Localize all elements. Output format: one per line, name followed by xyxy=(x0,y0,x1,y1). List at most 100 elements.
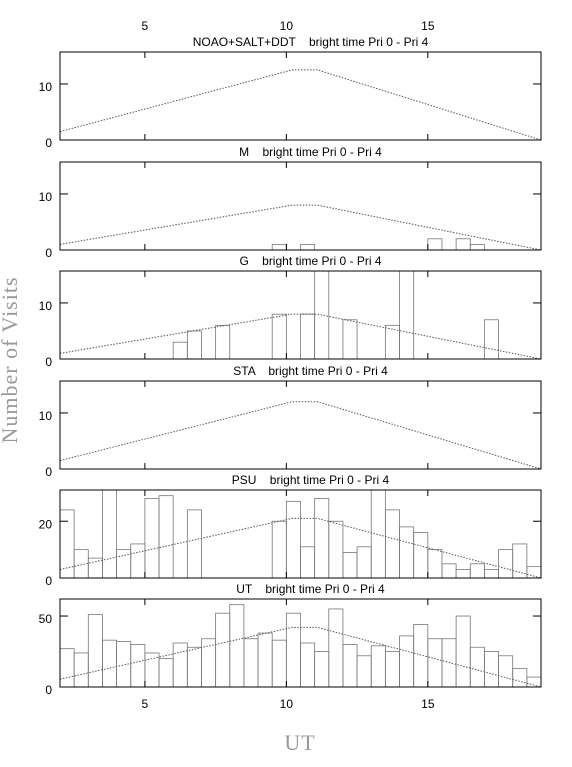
histogram-bar xyxy=(370,645,386,687)
histogram-bar xyxy=(186,509,202,578)
histogram-bar xyxy=(172,642,188,687)
histogram-bar xyxy=(130,644,146,687)
histogram-bar xyxy=(271,639,287,687)
histogram-bar xyxy=(300,546,316,578)
histogram-bar xyxy=(314,651,330,687)
x-axis-label: UT xyxy=(284,730,315,755)
histogram-bar xyxy=(102,490,117,578)
y-tick-label: 0 xyxy=(45,683,52,697)
y-tick-label: 10 xyxy=(39,80,53,94)
histogram-bar xyxy=(300,642,316,687)
histogram-bar xyxy=(399,526,415,578)
panel xyxy=(60,490,541,578)
histogram-bar xyxy=(512,668,528,687)
panel xyxy=(60,401,541,469)
histogram-bar xyxy=(427,549,443,578)
histogram-bar xyxy=(186,646,202,687)
histogram-bar xyxy=(469,563,485,578)
histogram-bar xyxy=(328,608,344,687)
y-tick-label: 10 xyxy=(39,299,53,313)
y-tick-label: 50 xyxy=(39,612,53,626)
y-tick-label: 0 xyxy=(45,355,52,369)
histogram-bar xyxy=(215,324,231,359)
histogram-bar xyxy=(498,655,514,687)
histogram-bar xyxy=(512,543,528,578)
panel xyxy=(60,604,541,687)
model-line xyxy=(60,517,541,578)
y-tick-label: 0 xyxy=(45,246,52,260)
histogram-bar xyxy=(300,243,316,250)
histogram-bar xyxy=(413,532,429,578)
histogram-bar xyxy=(229,604,245,687)
histogram-bar xyxy=(257,632,273,687)
histogram-bar xyxy=(87,557,103,578)
panel-frame xyxy=(59,161,542,251)
histogram-bar xyxy=(384,651,400,687)
x-tick-label: 10 xyxy=(280,19,294,33)
histogram-bar xyxy=(102,639,117,687)
histogram-bar xyxy=(300,313,316,359)
histogram-bar xyxy=(243,638,259,687)
histogram-bar xyxy=(271,243,287,250)
histogram-bar xyxy=(469,243,485,250)
histogram-bar xyxy=(285,612,301,687)
x-tick-label: 5 xyxy=(142,697,149,711)
x-tick-label: 15 xyxy=(421,697,435,711)
histogram-bar xyxy=(427,638,443,687)
histogram-bar xyxy=(342,644,358,687)
histogram-bar xyxy=(271,313,287,359)
histogram-bar xyxy=(441,563,457,578)
model-line xyxy=(60,401,541,469)
histogram-bar xyxy=(158,658,174,687)
panel-frame xyxy=(59,270,542,360)
histogram-bar xyxy=(484,319,499,359)
histogram-bar xyxy=(484,569,499,578)
histogram-bar xyxy=(342,552,358,578)
histogram-bar xyxy=(87,614,103,687)
x-tick-label: 5 xyxy=(142,19,149,33)
histogram-bar xyxy=(314,271,330,359)
histogram-bar xyxy=(60,509,75,578)
panel xyxy=(60,271,541,359)
panel-frame xyxy=(59,51,542,141)
histogram-bar xyxy=(427,238,443,250)
histogram-bar xyxy=(314,498,330,578)
panel-frame xyxy=(59,598,542,688)
model-line xyxy=(60,69,541,140)
histogram-bar xyxy=(342,319,358,359)
panel-frame xyxy=(59,380,542,470)
panel-title: STA bright time Pri 0 - Pri 4 xyxy=(233,364,388,378)
histogram-bar xyxy=(455,615,471,687)
y-tick-label: 0 xyxy=(45,136,52,150)
histogram-bar xyxy=(370,490,386,578)
histogram-bar xyxy=(384,509,400,578)
histogram-bar xyxy=(271,520,287,578)
histogram-bar xyxy=(328,520,344,578)
y-tick-label: 10 xyxy=(39,190,53,204)
histogram-bar xyxy=(498,549,514,578)
histogram-bar xyxy=(73,652,89,687)
model-line xyxy=(60,626,541,687)
histogram-bar xyxy=(399,271,415,359)
y-axis-label: Number of Visits xyxy=(0,276,22,443)
x-tick-label: 10 xyxy=(280,697,294,711)
histogram-bar xyxy=(356,546,372,578)
panel xyxy=(60,69,541,140)
histogram-bar xyxy=(60,648,75,687)
histogram-bar xyxy=(455,238,471,250)
histogram-bar xyxy=(73,549,89,578)
panel-frame xyxy=(59,489,542,579)
y-tick-label: 10 xyxy=(39,409,53,423)
histogram-bar xyxy=(215,612,231,687)
histogram-bar xyxy=(201,638,217,687)
histogram-bar xyxy=(399,635,415,687)
model-line xyxy=(60,204,541,250)
histogram-bar xyxy=(186,330,202,359)
histogram-bar xyxy=(356,655,372,687)
histogram-bar xyxy=(144,498,160,578)
panel xyxy=(60,204,541,250)
y-tick-label: 20 xyxy=(39,517,53,531)
y-tick-label: 0 xyxy=(45,465,52,479)
